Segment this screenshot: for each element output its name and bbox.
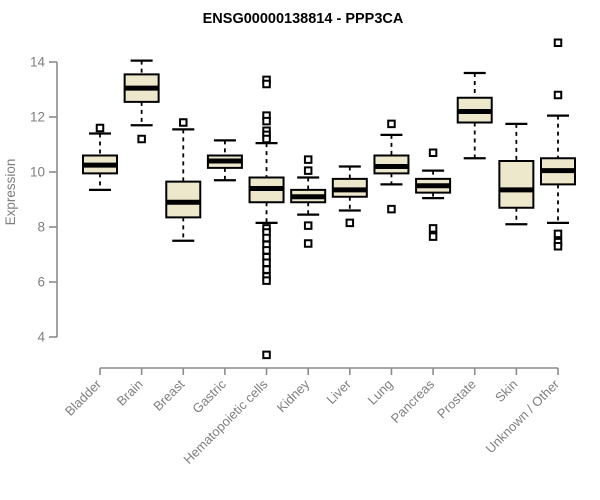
outlier-point <box>262 134 271 144</box>
y-axis-tick-label: 14 <box>30 55 46 70</box>
outlier-point <box>553 229 563 239</box>
boxplot-prostate <box>456 71 493 160</box>
x-axis-category-label: Lung <box>365 377 396 408</box>
boxplot-skin <box>498 122 535 226</box>
boxplot-kidney <box>290 155 327 248</box>
outlier-point <box>262 258 271 267</box>
outlier-point <box>553 90 563 100</box>
iqr-box <box>165 180 202 219</box>
outlier-point <box>387 204 396 214</box>
outlier-point <box>303 166 313 175</box>
boxplot-liver <box>331 165 368 228</box>
x-axis-category-label: Gastric <box>189 376 229 416</box>
outlier-point <box>262 350 271 360</box>
boxplot-hematopoietic-cells <box>248 75 285 360</box>
outlier-point <box>303 221 313 230</box>
outlier-point <box>262 79 271 89</box>
x-axis-category-label: Breast <box>150 376 187 413</box>
chart-title: ENSG00000138814 - PPP3CA <box>203 11 404 27</box>
boxplot-breast <box>165 118 202 242</box>
outlier-point <box>428 232 438 241</box>
boxplot-gastric <box>206 139 243 182</box>
outlier-point <box>345 218 355 228</box>
outlier-point <box>262 233 271 243</box>
y-axis-tick-label: 4 <box>37 330 45 345</box>
x-axis-category-label: Bladder <box>62 376 105 419</box>
boxplot-lung <box>373 119 410 214</box>
outlier-point <box>95 123 105 133</box>
outlier-point <box>428 224 438 233</box>
x-axis-category-label: Pancreas <box>388 376 438 426</box>
outlier-point <box>137 134 146 144</box>
y-axis-title: Expression <box>3 159 18 226</box>
boxplot-brain <box>123 59 160 144</box>
iqr-box <box>498 160 535 209</box>
outlier-point <box>303 239 313 248</box>
outlier-point <box>428 148 438 157</box>
y-axis-tick-label: 12 <box>30 110 45 125</box>
outlier-point <box>553 38 563 47</box>
x-axis-category-label: Kidney <box>274 376 313 415</box>
outlier-point <box>262 276 271 285</box>
y-axis-tick-label: 10 <box>30 165 45 180</box>
boxplot-unknown-other <box>540 38 576 251</box>
boxplot-pancreas <box>415 148 452 241</box>
x-axis-category-label: Prostate <box>434 377 479 422</box>
x-axis-category-label: Brain <box>114 377 146 409</box>
x-axis-category-label: Skin <box>492 377 520 405</box>
outlier-point <box>262 116 271 126</box>
x-axis-category-label: Liver <box>323 376 354 407</box>
outlier-point <box>262 246 271 255</box>
x-axis-category-label: Unknown / Other <box>483 376 563 456</box>
outlier-point <box>303 155 313 164</box>
outlier-point <box>179 118 188 127</box>
y-axis-tick-label: 8 <box>37 220 45 235</box>
outlier-point <box>262 265 271 274</box>
boxplot-bladder <box>82 123 118 191</box>
y-axis-tick-label: 6 <box>37 275 45 290</box>
outlier-point <box>387 119 396 129</box>
outlier-point <box>553 242 563 251</box>
